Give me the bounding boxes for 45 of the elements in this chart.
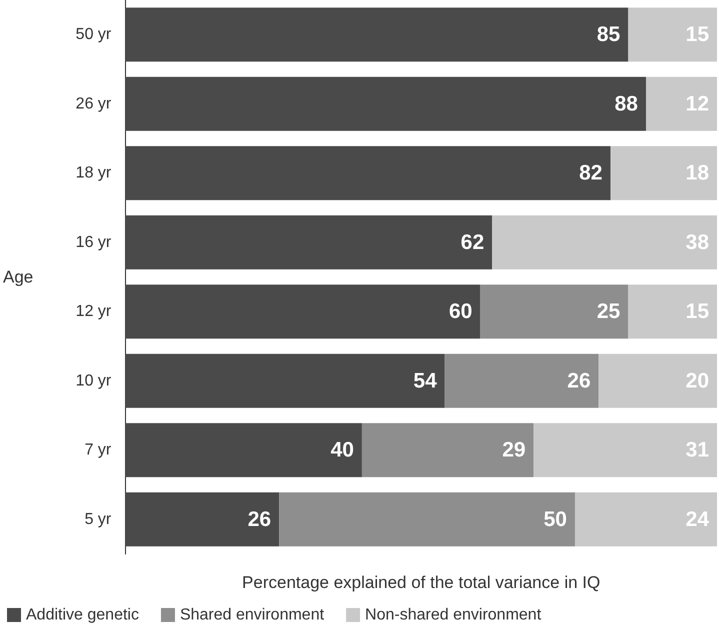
y-tick-label: 12 yr (76, 303, 112, 320)
bar (492, 215, 717, 270)
data-label: 26 (567, 369, 591, 392)
bar (279, 492, 575, 546)
y-tick-label: 5 yr (84, 510, 112, 528)
bar (574, 492, 717, 546)
bar (610, 146, 717, 200)
y-tick-label: 50 yr (76, 26, 112, 44)
data-label: 25 (596, 300, 621, 324)
legend-label: Non-shared environment (365, 606, 542, 624)
bar (125, 284, 480, 339)
legend-label: Shared environment (180, 606, 325, 624)
bar (125, 354, 445, 408)
y-tick-label: 26 yr (76, 95, 112, 112)
data-label: 85 (596, 23, 621, 46)
bar (628, 284, 717, 339)
bar (628, 8, 717, 62)
data-label: 50 (544, 508, 567, 531)
bar (534, 423, 717, 478)
bar (480, 284, 628, 339)
y-tick-label: 7 yr (84, 442, 112, 459)
data-label: 62 (460, 230, 484, 254)
y-axis-title: Age (3, 268, 34, 286)
bar (125, 8, 628, 62)
data-label: 40 (330, 438, 354, 462)
data-label: 26 (248, 508, 272, 531)
y-tick-label: 16 yr (76, 234, 112, 251)
bar (125, 215, 492, 270)
bar (125, 76, 646, 131)
bar (125, 423, 362, 478)
y-tick-label: 10 yr (76, 372, 112, 390)
data-label: 60 (448, 300, 472, 324)
data-label: 54 (413, 369, 438, 392)
bar (444, 354, 599, 408)
bar (598, 354, 717, 408)
legend-label: Additive genetic (26, 606, 139, 624)
bar (646, 76, 717, 131)
x-axis-title: Percentage explained of the total variance in IQ (242, 573, 600, 592)
bar (125, 492, 280, 546)
data-label: 82 (579, 162, 602, 185)
y-tick-label: 18 yr (76, 164, 112, 182)
data-label: 29 (502, 438, 526, 462)
data-label: 88 (614, 92, 638, 116)
bar (362, 423, 534, 478)
bar (125, 146, 610, 200)
